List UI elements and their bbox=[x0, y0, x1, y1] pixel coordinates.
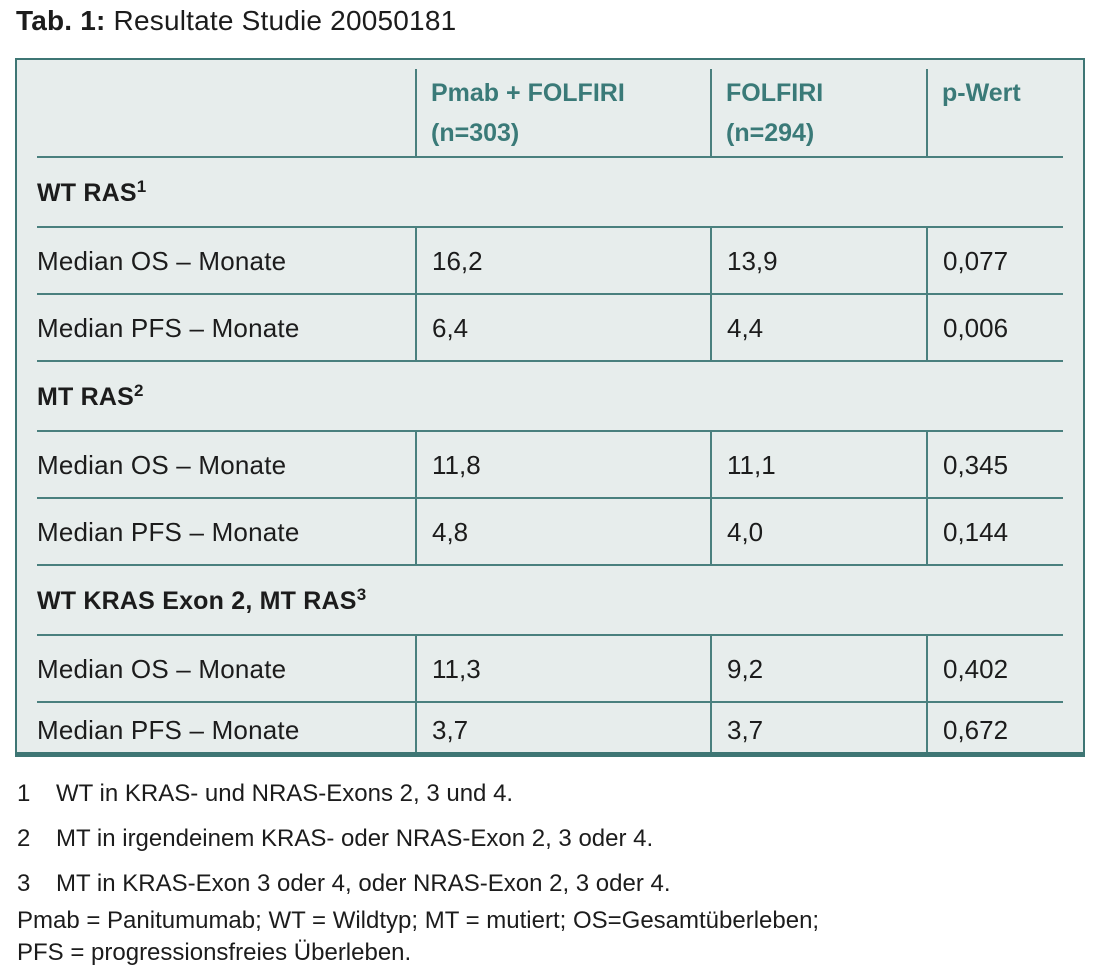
cell-value: 16,2 bbox=[415, 228, 710, 295]
row-label: Median OS – Monate bbox=[37, 450, 287, 480]
section-header-row: MT RAS2 bbox=[17, 362, 1083, 432]
row-label: Median OS – Monate bbox=[37, 246, 287, 276]
table-row: Median OS – Monate 16,2 13,9 0,077 bbox=[17, 228, 1083, 295]
cell-value: 11,1 bbox=[710, 432, 926, 499]
footnote-text: MT in irgendeinem KRAS- oder NRAS-Exon 2… bbox=[56, 825, 654, 852]
section-title: WT RAS1 bbox=[37, 176, 147, 207]
cell-value: 0,144 bbox=[926, 499, 1083, 566]
footnote-marker: 2 bbox=[134, 380, 144, 400]
footnote-item: 1 WT in KRAS- und NRAS-Exons 2, 3 und 4. bbox=[17, 779, 671, 809]
header-cell-folfiri: FOLFIRI (n=294) bbox=[710, 60, 926, 158]
section-header-row: WT KRAS Exon 2, MT RAS3 bbox=[17, 566, 1083, 636]
cell-value: 13,9 bbox=[710, 228, 926, 295]
table-body: WT RAS1 Median OS – Monate 16,2 13,9 0,077 Me… bbox=[17, 158, 1083, 752]
cell-value: 4,0 bbox=[710, 499, 926, 566]
cell-value: 0,345 bbox=[926, 432, 1083, 499]
header-line1: FOLFIRI bbox=[726, 79, 824, 107]
footnote-marker: 3 bbox=[356, 584, 367, 604]
cell-value: 0,006 bbox=[926, 295, 1083, 362]
table-row: Median PFS – Monate 6,4 4,4 0,006 bbox=[17, 295, 1083, 362]
header-cell-empty bbox=[17, 60, 415, 158]
caption-text: Resultate Studie 20050181 bbox=[113, 5, 457, 36]
header-line1: Pmab + FOLFIRI bbox=[431, 79, 625, 107]
cell-value: 3,7 bbox=[415, 703, 710, 752]
footnote-number: 1 bbox=[17, 780, 31, 807]
table-row: Median OS – Monate 11,3 9,2 0,402 bbox=[17, 636, 1083, 703]
row-label: Median OS – Monate bbox=[37, 654, 287, 684]
row-label: Median PFS – Monate bbox=[37, 313, 300, 343]
footnote-text: MT in KRAS-Exon 3 oder 4, oder NRAS-Exon… bbox=[56, 870, 671, 897]
abbreviation-line: PFS = progressionsfreies Überleben. bbox=[17, 939, 412, 966]
section-title: WT KRAS Exon 2, MT RAS3 bbox=[37, 584, 367, 615]
results-table: Pmab + FOLFIRI (n=303) FOLFIRI (n=294) p… bbox=[15, 58, 1085, 757]
footnote-number: 2 bbox=[17, 825, 31, 852]
cell-value: 4,8 bbox=[415, 499, 710, 566]
footnote-text: WT in KRAS- und NRAS-Exons 2, 3 und 4. bbox=[56, 780, 514, 807]
cell-value: 0,077 bbox=[926, 228, 1083, 295]
table-row: Median PFS – Monate 4,8 4,0 0,144 bbox=[17, 499, 1083, 566]
table-header-row: Pmab + FOLFIRI (n=303) FOLFIRI (n=294) p… bbox=[17, 60, 1083, 158]
header-line2: (n=303) bbox=[431, 119, 520, 147]
header-line1: p-Wert bbox=[942, 79, 1021, 107]
table-row: Median PFS – Monate 3,7 3,7 0,672 bbox=[17, 703, 1083, 752]
abbreviations: Pmab = Panitumumab; WT = Wildtyp; MT = m… bbox=[17, 905, 819, 969]
header-cell-pmab-folfiri: Pmab + FOLFIRI (n=303) bbox=[415, 60, 710, 158]
header-line2: (n=294) bbox=[726, 119, 815, 147]
cell-value: 11,8 bbox=[415, 432, 710, 499]
caption-label: Tab. 1: bbox=[16, 5, 106, 36]
cell-value: 0,402 bbox=[926, 636, 1083, 703]
cell-value: 11,3 bbox=[415, 636, 710, 703]
footnote-number: 3 bbox=[17, 870, 31, 897]
cell-value: 6,4 bbox=[415, 295, 710, 362]
row-label: Median PFS – Monate bbox=[37, 715, 300, 745]
cell-value: 3,7 bbox=[710, 703, 926, 752]
footnotes: 1 WT in KRAS- und NRAS-Exons 2, 3 und 4. 2… bbox=[17, 779, 671, 914]
header-cell-p-wert: p-Wert bbox=[926, 60, 1083, 158]
section-title: MT RAS2 bbox=[37, 380, 144, 411]
cell-value: 0,672 bbox=[926, 703, 1083, 752]
footnote-marker: 1 bbox=[136, 176, 147, 196]
table-row: Median OS – Monate 11,8 11,1 0,345 bbox=[17, 432, 1083, 499]
cell-value: 9,2 bbox=[710, 636, 926, 703]
footnote-item: 2 MT in irgendeinem KRAS- oder NRAS-Exon … bbox=[17, 824, 671, 854]
row-label: Median PFS – Monate bbox=[37, 517, 300, 547]
abbreviation-line: Pmab = Panitumumab; WT = Wildtyp; MT = m… bbox=[17, 907, 820, 934]
section-header-row: WT RAS1 bbox=[17, 158, 1083, 228]
table-caption: Tab. 1: Resultate Studie 20050181 bbox=[16, 5, 456, 37]
footnote-item: 3 MT in KRAS-Exon 3 oder 4, oder NRAS-Exo… bbox=[17, 869, 671, 899]
cell-value: 4,4 bbox=[710, 295, 926, 362]
